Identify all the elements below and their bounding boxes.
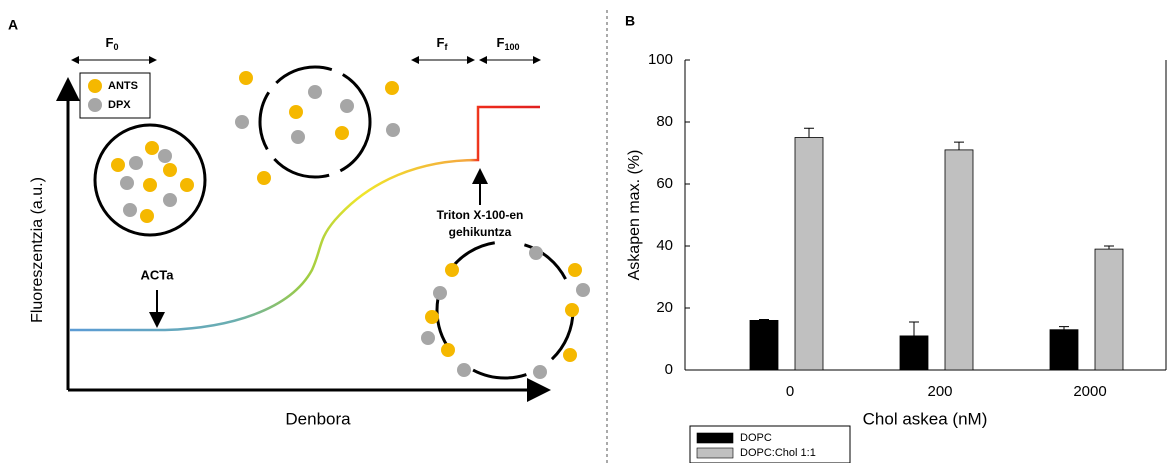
f100-main: F xyxy=(497,35,505,50)
bar xyxy=(945,150,973,370)
ff-sub: f xyxy=(444,42,448,52)
f100-label: F100 xyxy=(497,35,520,52)
vesicle-lysed xyxy=(421,242,590,379)
error-bar xyxy=(804,128,814,137)
figure: A Fluoreszentzia (a.u.) Denbora F0 Ff F1… xyxy=(0,0,1169,463)
panel-b: B Askapen max. (%) Chol askea (nM) 0 20 40… xyxy=(625,13,1166,463)
bar xyxy=(900,336,928,370)
f0-label: F0 xyxy=(106,35,119,52)
panel-label: A xyxy=(8,17,18,33)
error-bar xyxy=(909,322,919,336)
legend-ants: ANTS xyxy=(108,80,138,92)
f100-sub: 100 xyxy=(504,42,519,52)
bar xyxy=(750,320,778,370)
y-tick-label: 0 xyxy=(665,361,673,378)
y-label: Fluoreszentzia (a.u.) xyxy=(29,177,46,323)
legend-label: DOPC:Chol 1:1 xyxy=(740,447,816,459)
bar xyxy=(1095,249,1123,370)
y-tick-label: 40 xyxy=(656,237,673,254)
legend-dpx: DPX xyxy=(108,99,131,111)
y-tick-label: 20 xyxy=(656,299,673,316)
f0-main: F xyxy=(106,35,114,50)
vesicle-intact xyxy=(95,125,205,235)
panel-a: A Fluoreszentzia (a.u.) Denbora F0 Ff F1… xyxy=(8,17,590,429)
triton-label: gehikuntza xyxy=(449,225,512,239)
x-tick-label: 0 xyxy=(786,383,794,400)
x-label: Denbora xyxy=(285,409,351,428)
legend-swatch xyxy=(697,448,733,458)
ants-icon xyxy=(88,79,102,93)
ff-main: F xyxy=(437,35,445,50)
ff-label: Ff xyxy=(437,35,449,52)
dpx-icon xyxy=(88,98,102,112)
acta-label: ACTa xyxy=(141,267,175,282)
y-tick-label: 60 xyxy=(656,175,673,192)
y-label: Askapen max. (%) xyxy=(626,150,643,281)
error-bar xyxy=(954,142,964,150)
error-bar xyxy=(1104,246,1114,249)
x-label: Chol askea (nM) xyxy=(863,409,988,428)
error-bar xyxy=(1059,327,1069,330)
bar xyxy=(795,138,823,371)
legend-swatch xyxy=(697,433,733,443)
y-tick-label: 80 xyxy=(656,113,673,130)
page: A Fluoreszentzia (a.u.) Denbora F0 Ff F1… xyxy=(0,0,1169,463)
y-tick-label: 100 xyxy=(648,51,673,68)
panel-label: B xyxy=(625,13,635,29)
f0-sub: 0 xyxy=(113,42,118,52)
triton-label: Triton X-100-en xyxy=(437,208,524,222)
legend-label: DOPC xyxy=(740,432,772,444)
x-tick-label: 2000 xyxy=(1073,383,1106,400)
x-tick-label: 200 xyxy=(927,383,952,400)
bar xyxy=(1050,330,1078,370)
vesicle-leaky xyxy=(235,67,400,185)
